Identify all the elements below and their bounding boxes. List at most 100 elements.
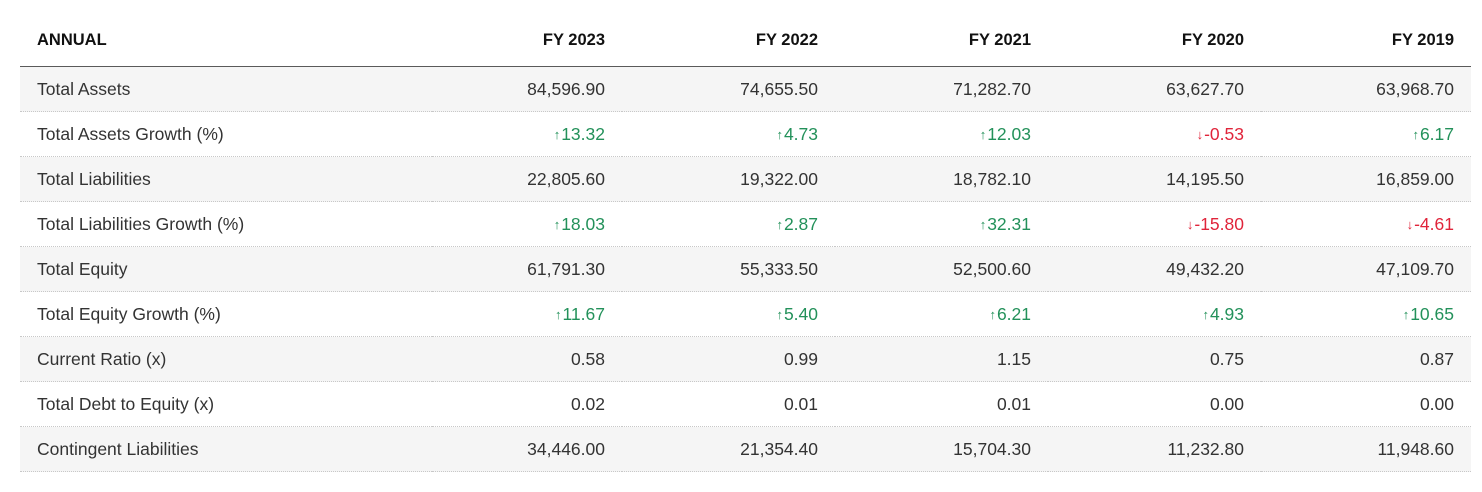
cell-value: 1.15 xyxy=(996,348,1031,369)
table-cell: 47,109.70 xyxy=(1261,246,1471,292)
row-label: Contingent Liabilities xyxy=(20,426,432,472)
table-cell: ↑5.40 xyxy=(622,291,835,337)
table-cell: 0.99 xyxy=(622,336,835,382)
table-cell: ↑4.73 xyxy=(622,111,835,157)
cell-value: 63,627.70 xyxy=(1166,78,1244,99)
table-cell: 0.87 xyxy=(1261,336,1471,382)
table-cell: ↑11.67 xyxy=(432,291,622,337)
arrow-up-icon: ↑ xyxy=(776,306,783,322)
header-year-2: FY 2022 xyxy=(622,14,835,67)
header-year-4: FY 2020 xyxy=(1048,14,1261,67)
cell-value: 12.03 xyxy=(987,123,1031,144)
table-cell: 0.01 xyxy=(622,381,835,427)
header-year-3: FY 2021 xyxy=(835,14,1048,67)
arrow-up-icon: ↑ xyxy=(1402,306,1410,322)
cell-value: 0.58 xyxy=(570,348,605,369)
arrow-up-icon: ↑ xyxy=(553,216,561,232)
table-cell: ↑4.93 xyxy=(1048,291,1261,337)
header-year-1: FY 2023 xyxy=(432,14,622,67)
table-cell: 11,232.80 xyxy=(1048,426,1261,472)
arrow-up-icon: ↑ xyxy=(979,126,987,142)
cell-value: 4.73 xyxy=(783,123,818,144)
row-label: Total Liabilities xyxy=(20,156,432,202)
table-cell: 49,432.20 xyxy=(1048,246,1261,292)
cell-value: 11,948.60 xyxy=(1377,438,1454,459)
table-cell: 63,627.70 xyxy=(1048,66,1261,112)
header-year-5: FY 2019 xyxy=(1261,14,1471,67)
cell-value: 14,195.50 xyxy=(1166,168,1244,189)
row-label: Total Debt to Equity (x) xyxy=(20,381,432,427)
cell-value: 22,805.60 xyxy=(527,168,605,189)
arrow-down-icon: ↓ xyxy=(1196,126,1204,142)
table-cell: 84,596.90 xyxy=(432,66,622,112)
table-row: Total Assets 84,596.90 74,655.50 71,282.70 6… xyxy=(20,66,1471,112)
table-cell: 0.58 xyxy=(432,336,622,382)
arrow-up-icon: ↑ xyxy=(553,126,561,142)
arrow-down-icon: ↓ xyxy=(1186,216,1194,232)
table-cell: ↓-15.80 xyxy=(1048,201,1261,247)
table-row: Total Equity Growth (%) ↑11.67 ↑5.40 ↑6.21 ↑… xyxy=(20,291,1471,337)
row-label: Total Equity Growth (%) xyxy=(20,291,432,337)
table-row: Total Liabilities 22,805.60 19,322.00 18,78… xyxy=(20,156,1471,202)
row-label: Total Liabilities Growth (%) xyxy=(20,201,432,247)
table-cell: ↑32.31 xyxy=(835,201,1048,247)
cell-value: 61,791.30 xyxy=(527,258,605,279)
table-cell: 11,948.60 xyxy=(1261,426,1471,472)
cell-value: 4.93 xyxy=(1209,303,1244,324)
table-cell: 0.00 xyxy=(1048,381,1261,427)
arrow-down-icon: ↓ xyxy=(1406,216,1414,232)
cell-value: 0.01 xyxy=(996,393,1031,414)
cell-value: 52,500.60 xyxy=(953,258,1031,279)
cell-value: 21,354.40 xyxy=(740,438,818,459)
cell-value: 0.00 xyxy=(1419,393,1454,414)
table-cell: 61,791.30 xyxy=(432,246,622,292)
arrow-up-icon: ↑ xyxy=(776,216,783,232)
cell-value: 32.31 xyxy=(987,213,1031,234)
table-row: Current Ratio (x) 0.58 0.99 1.15 0.75 0.87 xyxy=(20,336,1471,382)
table-cell: 63,968.70 xyxy=(1261,66,1471,112)
cell-value: 6.17 xyxy=(1419,123,1454,144)
table-cell: ↑6.17 xyxy=(1261,111,1471,157)
cell-value: 34,446.00 xyxy=(527,438,605,459)
cell-value: 84,596.90 xyxy=(527,78,605,99)
table-cell: 14,195.50 xyxy=(1048,156,1261,202)
cell-value: 74,655.50 xyxy=(740,78,818,99)
header-row: ANNUAL FY 2023 FY 2022 FY 2021 FY 2020 F… xyxy=(20,14,1471,67)
cell-value: 13.32 xyxy=(561,123,605,144)
row-label: Current Ratio (x) xyxy=(20,336,432,382)
cell-value: -15.80 xyxy=(1194,213,1244,234)
table-cell: ↓-0.53 xyxy=(1048,111,1261,157)
table-cell: 15,704.30 xyxy=(835,426,1048,472)
cell-value: 2.87 xyxy=(783,213,818,234)
table-cell: 0.75 xyxy=(1048,336,1261,382)
cell-value: 0.01 xyxy=(783,393,818,414)
table-cell: ↑10.65 xyxy=(1261,291,1471,337)
table-row: Total Assets Growth (%) ↑13.32 ↑4.73 ↑12.03… xyxy=(20,111,1471,157)
table-body: Total Assets 84,596.90 74,655.50 71,282.70 6… xyxy=(20,66,1471,472)
row-label: Total Equity xyxy=(20,246,432,292)
table-cell: 0.00 xyxy=(1261,381,1471,427)
cell-value: 11.67 xyxy=(562,303,606,324)
table-cell: 21,354.40 xyxy=(622,426,835,472)
table-cell: 0.01 xyxy=(835,381,1048,427)
arrow-up-icon: ↑ xyxy=(989,306,996,322)
cell-value: 0.00 xyxy=(1209,393,1244,414)
cell-value: 18.03 xyxy=(561,213,605,234)
table-cell: 74,655.50 xyxy=(622,66,835,112)
table-cell: 22,805.60 xyxy=(432,156,622,202)
cell-value: 19,322.00 xyxy=(740,168,818,189)
cell-value: 0.75 xyxy=(1209,348,1244,369)
annual-balance-sheet-table: ANNUAL FY 2023 FY 2022 FY 2021 FY 2020 F… xyxy=(20,14,1471,472)
table-cell: 71,282.70 xyxy=(835,66,1048,112)
cell-value: -4.61 xyxy=(1414,213,1454,234)
cell-value: 0.02 xyxy=(570,393,605,414)
cell-value: 63,968.70 xyxy=(1376,78,1454,99)
table-cell: ↑6.21 xyxy=(835,291,1048,337)
cell-value: 55,333.50 xyxy=(740,258,818,279)
cell-value: 49,432.20 xyxy=(1166,258,1244,279)
arrow-up-icon: ↑ xyxy=(1412,126,1419,142)
table-cell: 1.15 xyxy=(835,336,1048,382)
header-annual: ANNUAL xyxy=(20,14,432,67)
cell-value: 6.21 xyxy=(996,303,1031,324)
row-label: Total Assets Growth (%) xyxy=(20,111,432,157)
